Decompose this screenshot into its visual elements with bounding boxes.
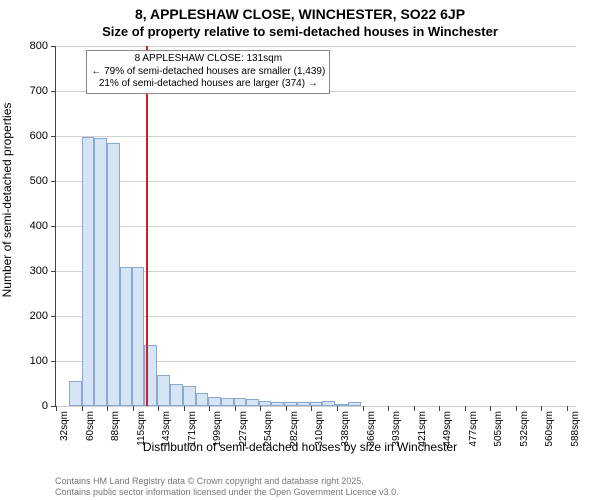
histogram-bar — [271, 402, 284, 407]
grid-line — [56, 406, 576, 407]
ytick-mark — [51, 181, 56, 182]
footer-line-1: Contains HM Land Registry data © Crown c… — [55, 476, 399, 487]
xtick-mark — [414, 406, 415, 411]
xtick-label: 88sqm — [110, 411, 121, 441]
histogram-bar — [69, 381, 82, 406]
xtick-mark — [363, 406, 364, 411]
ytick-label: 700 — [18, 85, 48, 97]
ytick-mark — [51, 91, 56, 92]
histogram-bar — [82, 137, 95, 406]
xtick-mark — [82, 406, 83, 411]
xtick-mark — [311, 406, 312, 411]
xtick-mark — [209, 406, 210, 411]
xtick-mark — [260, 406, 261, 411]
xtick-mark — [490, 406, 491, 411]
ytick-label: 500 — [18, 175, 48, 187]
ytick-label: 600 — [18, 130, 48, 142]
marker-line — [146, 46, 148, 406]
ytick-label: 200 — [18, 310, 48, 322]
chart-title-main: 8, APPLESHAW CLOSE, WINCHESTER, SO22 6JP — [0, 0, 600, 22]
histogram-bar — [208, 397, 221, 406]
xtick-mark — [465, 406, 466, 411]
chart-title-sub: Size of property relative to semi-detach… — [0, 22, 600, 39]
histogram-bar — [157, 375, 170, 407]
y-axis-label: Number of semi-detached properties — [0, 103, 14, 298]
ytick-mark — [51, 271, 56, 272]
xtick-mark — [567, 406, 568, 411]
histogram-bar — [322, 401, 335, 406]
histogram-bar — [107, 143, 120, 406]
ytick-mark — [51, 361, 56, 362]
ytick-mark — [51, 316, 56, 317]
xtick-mark — [516, 406, 517, 411]
plot-area: 010020030040050060070080032sqm60sqm88sqm… — [55, 46, 576, 407]
grid-line — [56, 226, 576, 227]
xtick-label: 32sqm — [59, 411, 70, 441]
histogram-bar — [132, 267, 145, 407]
xtick-mark — [439, 406, 440, 411]
histogram-bar — [94, 138, 107, 406]
grid-line — [56, 46, 576, 47]
histogram-bar — [348, 402, 361, 407]
grid-line — [56, 136, 576, 137]
histogram-bar — [234, 398, 246, 406]
annotation-line-2: ← 79% of semi-detached houses are smalle… — [91, 66, 325, 79]
xtick-mark — [56, 406, 57, 411]
chart-container: 8, APPLESHAW CLOSE, WINCHESTER, SO22 6JP… — [0, 0, 600, 500]
ytick-mark — [51, 46, 56, 47]
xtick-mark — [158, 406, 159, 411]
annotation-box: 8 APPLESHAW CLOSE: 131sqm← 79% of semi-d… — [86, 50, 330, 94]
xtick-mark — [235, 406, 236, 411]
ytick-mark — [51, 136, 56, 137]
ytick-label: 300 — [18, 265, 48, 277]
xtick-mark — [107, 406, 108, 411]
histogram-bar — [297, 402, 310, 406]
histogram-bar — [183, 386, 196, 406]
histogram-bar — [246, 399, 259, 406]
xtick-mark — [133, 406, 134, 411]
ytick-mark — [51, 226, 56, 227]
xtick-mark — [337, 406, 338, 411]
histogram-bar — [120, 267, 132, 407]
xtick-mark — [388, 406, 389, 411]
histogram-bar — [170, 384, 183, 407]
footer-attribution: Contains HM Land Registry data © Crown c… — [55, 476, 399, 498]
footer-line-2: Contains public sector information licen… — [55, 487, 399, 498]
histogram-bar — [221, 398, 234, 406]
xtick-mark — [541, 406, 542, 411]
x-axis-label: Distribution of semi-detached houses by … — [0, 440, 600, 454]
ytick-label: 100 — [18, 355, 48, 367]
ytick-label: 400 — [18, 220, 48, 232]
annotation-line-1: 8 APPLESHAW CLOSE: 131sqm — [91, 53, 325, 66]
grid-line — [56, 181, 576, 182]
xtick-mark — [184, 406, 185, 411]
ytick-label: 0 — [18, 400, 48, 412]
xtick-label: 60sqm — [85, 411, 96, 441]
xtick-mark — [286, 406, 287, 411]
histogram-bar — [196, 393, 209, 407]
annotation-line-3: 21% of semi-detached houses are larger (… — [91, 78, 325, 91]
ytick-label: 800 — [18, 40, 48, 52]
